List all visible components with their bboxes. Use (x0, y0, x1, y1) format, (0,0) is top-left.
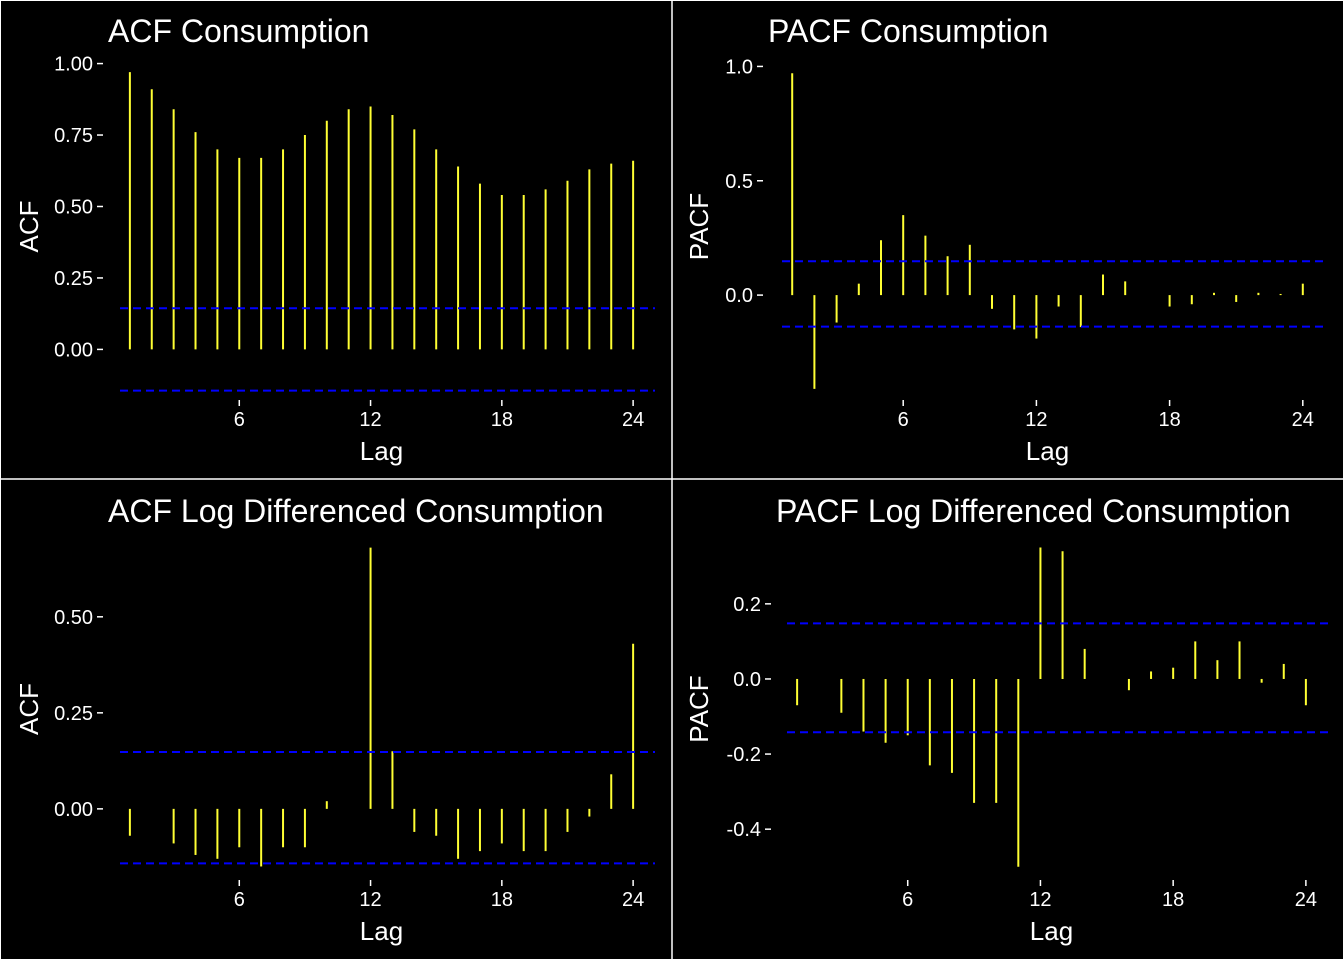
acf-consumption-title: ACF Consumption (108, 13, 369, 49)
pacf-log-diff-xlabel: Lag (1030, 916, 1073, 946)
pacf-log-diff-ylabel: PACF (684, 675, 714, 742)
y-tick-label: 0.25 (54, 703, 93, 725)
y-tick-label: 0.00 (54, 799, 93, 821)
x-tick-label: 18 (491, 889, 513, 911)
y-tick-label: 0.25 (54, 268, 93, 290)
pacf-log-diff-panel: PACF Log Differenced Consumption -0.4 -0.2… (684, 493, 1328, 946)
y-tick-label: 0.75 (54, 125, 93, 147)
pacf-consumption-panel: PACF Consumption 0.0 0.5 1.0 6 12 18 24 Lag PACF (684, 13, 1325, 466)
acf-log-diff-panel: ACF Log Differenced Consumption 0.00 0.25 0… (14, 493, 655, 946)
acf-log-diff-title: ACF Log Differenced Consumption (108, 493, 604, 529)
x-tick-label: 24 (622, 889, 644, 911)
pacf-consumption-xlabel: Lag (1026, 436, 1069, 466)
x-tick-label: 24 (1292, 409, 1314, 431)
x-tick-label: 6 (234, 409, 245, 431)
x-tick-label: 12 (359, 409, 381, 431)
y-tick-label: -0.2 (727, 744, 761, 766)
y-tick-label: 0.5 (725, 171, 753, 193)
acf-consumption-ylabel: ACF (14, 201, 44, 253)
x-tick-label: 18 (491, 409, 513, 431)
x-tick-label: 12 (359, 889, 381, 911)
x-tick-label: 18 (1158, 409, 1180, 431)
y-tick-label: 0.2 (733, 594, 761, 616)
y-tick-label: 0.50 (54, 196, 93, 218)
y-tick-label: 1.0 (725, 56, 753, 78)
x-tick-label: 24 (1295, 889, 1317, 911)
y-tick-label: 0.00 (54, 339, 93, 361)
acf-consumption-xlabel: Lag (360, 436, 403, 466)
x-tick-label: 12 (1029, 889, 1051, 911)
x-tick-label: 12 (1025, 409, 1047, 431)
y-tick-label: 0.0 (733, 669, 761, 691)
y-tick-label: 0.50 (54, 607, 93, 629)
acf-log-diff-xlabel: Lag (360, 916, 403, 946)
acf-consumption-panel: ACF Consumption 0.00 0.25 0.50 0.75 1.00 6 12 18… (14, 13, 655, 466)
x-tick-label: 24 (622, 409, 644, 431)
y-tick-label: -0.4 (727, 819, 761, 841)
y-tick-label: 1.00 (54, 54, 93, 76)
y-tick-label: 0.0 (725, 285, 753, 307)
x-tick-label: 6 (902, 889, 913, 911)
pacf-consumption-title: PACF Consumption (768, 13, 1048, 49)
pacf-log-diff-title: PACF Log Differenced Consumption (776, 493, 1291, 529)
x-tick-label: 18 (1162, 889, 1184, 911)
acf-log-diff-ylabel: ACF (14, 683, 44, 735)
x-tick-label: 6 (898, 409, 909, 431)
x-tick-label: 6 (234, 889, 245, 911)
pacf-consumption-ylabel: PACF (684, 193, 714, 260)
